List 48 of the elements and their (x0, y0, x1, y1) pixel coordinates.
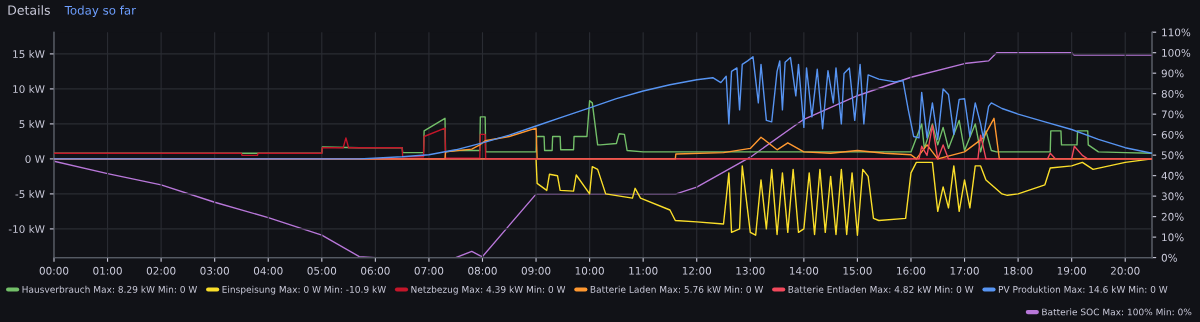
y-tick-label: 5 kW (19, 119, 45, 129)
x-tick-label: 10:00 (575, 266, 604, 275)
y2-tick-label: 10% (1162, 233, 1184, 242)
y2-tick-label: 60% (1161, 130, 1184, 139)
x-tick-label: 13:00 (736, 266, 765, 275)
x-tick-label: 02:00 (146, 266, 176, 275)
x-tick-label: 08:00 (468, 266, 497, 275)
x-tick-label: 18:00 (1004, 266, 1033, 275)
x-tick-label: 19:00 (1057, 266, 1086, 275)
y2-tick-label: 20% (1161, 212, 1184, 221)
y2-tick-label: 40% (1161, 171, 1184, 180)
y2-tick-label: 30% (1161, 192, 1184, 201)
x-tick-label: 16:00 (897, 266, 926, 275)
y-tick-label: 0 W (25, 155, 45, 164)
legend-label: Netzbezug Max: 4.39 kW Min: 0 W (411, 285, 566, 295)
y2-tick-label: 0% (1161, 253, 1177, 262)
y2-tick-label: 70% (1161, 110, 1184, 119)
y2-tick-label: 50% (1161, 151, 1184, 160)
legend-label: PV Produktion Max: 14.6 kW Min: 0 W (998, 285, 1168, 293)
x-tick-label: 03:00 (200, 266, 229, 275)
x-tick-label: 15:00 (843, 266, 872, 275)
chart-title: Details (8, 5, 50, 15)
x-tick-label: 09:00 (521, 266, 551, 275)
x-tick-label: 14:00 (789, 266, 819, 275)
y2-tick-label: 90% (1161, 69, 1184, 78)
y-tick-label: 15 kW (13, 49, 45, 59)
legend-label: Einspeisung Max: 0 W Min: -10.9 kW (222, 285, 386, 295)
x-tick-label: 06:00 (361, 266, 390, 275)
legend-label: Batterie Laden Max: 5.76 kW Min: 0 W (590, 285, 764, 293)
y-tick-label: -10 kW (8, 224, 45, 234)
legend-label: Batterie SOC Max: 100% Min: 0% (1042, 308, 1192, 316)
x-tick-label: 05:00 (307, 266, 337, 275)
x-tick-label: 00:00 (39, 266, 69, 275)
x-tick-label: 12:00 (682, 266, 712, 275)
x-tick-label: 11:00 (629, 266, 658, 275)
y2-tick-label: 110% (1162, 28, 1191, 37)
legend-label: Hausverbrauch Max: 8.29 kW Min: 0 W (22, 285, 198, 293)
legend-label: Batterie Entladen Max: 4.82 kW Min: 0 W (788, 285, 974, 293)
y2-tick-label: 100% (1162, 48, 1191, 57)
chart-subtitle: Today so far (64, 5, 136, 17)
y-tick-label: -5 kW (15, 189, 45, 199)
x-tick-label: 01:00 (93, 266, 122, 275)
x-tick-label: 17:00 (950, 266, 979, 275)
x-tick-label: 20:00 (1110, 266, 1140, 275)
x-tick-label: 04:00 (253, 266, 283, 275)
y2-tick-label: 80% (1161, 89, 1184, 98)
y-tick-label: 10 kW (13, 84, 45, 94)
x-tick-label: 07:00 (414, 266, 444, 275)
